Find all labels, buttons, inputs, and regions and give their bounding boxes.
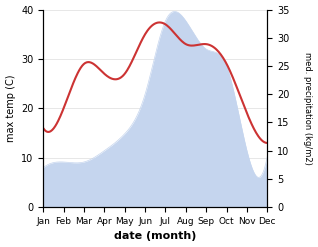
Y-axis label: med. precipitation (kg/m2): med. precipitation (kg/m2) — [303, 52, 313, 165]
X-axis label: date (month): date (month) — [114, 231, 197, 242]
Y-axis label: max temp (C): max temp (C) — [5, 75, 16, 142]
